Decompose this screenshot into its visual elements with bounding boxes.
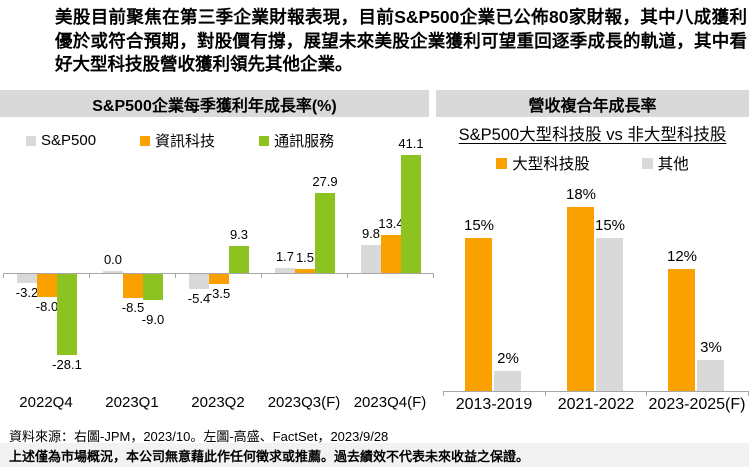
legend-label: S&P500 <box>41 132 97 149</box>
right-chart-legend: 大型科技股 其他 <box>436 152 749 174</box>
bar <box>465 238 492 391</box>
summary-paragraph: 美股目前聚焦在第三季企業財報表現，目前S&P500企業已公佈80家財報，其中八成… <box>55 7 747 74</box>
category-label: 2013-2019 <box>455 396 533 413</box>
bar <box>143 274 163 300</box>
source-factset: FactSet <box>272 429 318 444</box>
bar <box>494 371 521 391</box>
legend-label: 其他 <box>657 156 689 173</box>
x-axis-tick <box>433 273 434 278</box>
category-label: 2021-2022 <box>557 396 635 413</box>
category-label: 2023Q1 <box>105 394 159 411</box>
bar-value-label: 15% <box>594 217 626 234</box>
x-axis-line <box>443 391 748 392</box>
legend-label: 通訊服務 <box>274 133 335 150</box>
left-chart-legend: S&P500 資訊科技 通訊服務 <box>26 130 334 151</box>
legend-swatch <box>26 135 36 146</box>
bar <box>57 274 77 355</box>
bar-value-label: 12% <box>666 248 698 265</box>
left-chart-title-banner: S&P500企業每季獲利年成長率(%) <box>0 90 429 117</box>
category-label: 2023Q4(F) <box>353 394 427 411</box>
bar <box>668 269 695 391</box>
x-axis-tick <box>3 273 4 278</box>
bar-value-label: 1.7 <box>275 249 295 264</box>
bar-value-label: 3% <box>700 339 722 356</box>
bar <box>361 245 381 273</box>
x-axis-line <box>3 273 433 274</box>
bar <box>295 269 315 273</box>
bar <box>209 274 229 284</box>
legend-item: 其他 <box>641 152 689 174</box>
bar <box>697 360 724 391</box>
x-axis-tick <box>89 273 90 278</box>
bar-value-label: 9.8 <box>361 226 381 241</box>
bar <box>229 246 249 273</box>
bar-value-label: 13.4 <box>378 216 404 231</box>
x-axis-tick <box>175 273 176 278</box>
bar <box>275 268 295 273</box>
source-line: 資料來源：右圖-JPM，2023/10。左圖-高盛、FactSet，2023/9… <box>9 426 388 445</box>
left-bar-chart: -3.2 -8.0 -28.1 2022Q4 0.0 -8.5 -9.0 2023Q1 -5.4… <box>0 120 437 430</box>
bar-value-label: -8.5 <box>121 300 145 315</box>
legend-item: 資訊科技 <box>140 130 215 151</box>
right-chart-subtitle: S&P500大型科技股 vs 非大型科技股 <box>458 126 727 144</box>
x-axis-tick <box>347 273 348 278</box>
disclaimer-text: 上述僅為市場概況，本公司無意藉此作任何徵求或推薦。過去績效不代表未來收益之保證。 <box>9 448 530 464</box>
legend-label: 資訊科技 <box>155 133 216 150</box>
left-chart-title: S&P500企業每季獲利年成長率(%) <box>92 97 337 115</box>
bar <box>189 274 209 289</box>
category-label: 2022Q4 <box>19 394 73 411</box>
legend-swatch <box>140 135 151 146</box>
bar-value-label: -3.5 <box>207 286 231 301</box>
bar <box>567 207 594 391</box>
disclaimer-band: 上述僅為市場概況，本公司無意藉此作任何徵求或推薦。過去績效不代表未來收益之保證。 <box>0 443 749 467</box>
bar-value-label: 41.1 <box>398 136 424 151</box>
legend-swatch <box>641 157 653 169</box>
bar <box>596 238 623 391</box>
category-label: 2023Q2 <box>191 394 245 411</box>
bar-value-label: -3.2 <box>15 285 39 300</box>
category-label: 2023-2025(F) <box>648 396 746 413</box>
bar <box>37 274 57 297</box>
right-bar-chart: 15% 2% 2013-2019 18% 15% 2021-2022 12% 3% 2023-2… <box>435 150 749 440</box>
bar-value-label: 1.5 <box>295 250 315 265</box>
source-prefix: 資料來源：右圖-JPM，2023/10。左圖-高盛、 <box>9 429 273 444</box>
bar <box>401 155 421 273</box>
bar-value-label: 9.3 <box>229 227 249 242</box>
bar <box>123 274 143 298</box>
category-label: 2023Q3(F) <box>267 394 341 411</box>
bar-value-label: 27.9 <box>312 174 338 189</box>
bar <box>103 271 123 273</box>
legend-swatch <box>496 157 508 169</box>
bar <box>381 235 401 273</box>
legend-swatch <box>259 135 270 146</box>
legend-item: S&P500 <box>26 132 96 149</box>
bar-value-label: -28.1 <box>52 357 82 372</box>
right-chart-title-banner: 營收複合年成長率 <box>436 90 749 117</box>
x-axis-tick <box>545 391 546 396</box>
legend-item: 通訊服務 <box>259 130 334 151</box>
x-axis-tick <box>646 391 647 396</box>
bar <box>17 274 37 283</box>
bar <box>315 193 335 273</box>
legend-label: 大型科技股 <box>512 156 590 173</box>
source-suffix: ，2023/9/28 <box>317 429 389 444</box>
bar-value-label: 2% <box>497 350 519 367</box>
x-axis-tick <box>261 273 262 278</box>
legend-item: 大型科技股 <box>496 152 590 174</box>
bar-value-label: -5.4 <box>187 291 211 306</box>
right-chart-title: 營收複合年成長率 <box>528 97 657 115</box>
bar-value-label: -8.0 <box>35 299 59 314</box>
bar-value-label: 15% <box>463 217 495 234</box>
bar-value-label: 18% <box>565 186 597 203</box>
bar-value-label: -9.0 <box>141 312 165 327</box>
x-axis-tick <box>443 391 444 396</box>
bar-value-label: 0.0 <box>103 252 123 267</box>
